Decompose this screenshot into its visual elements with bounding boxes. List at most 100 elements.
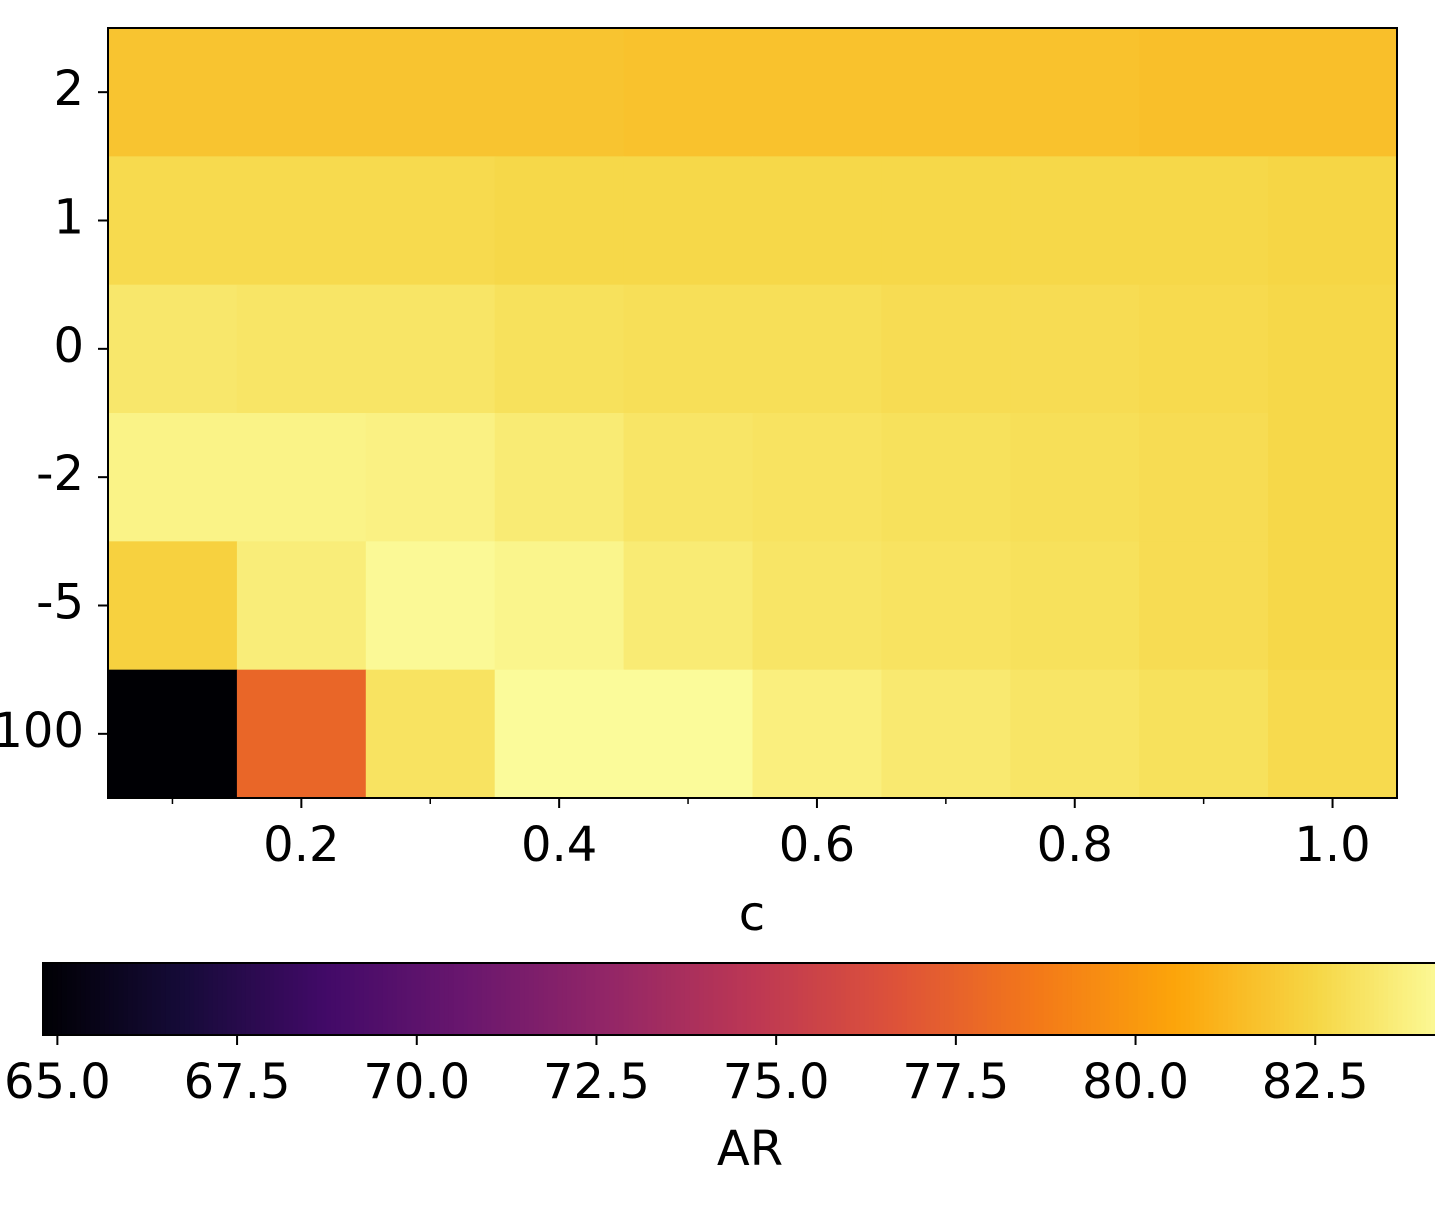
- heatmap-cell: [1268, 28, 1398, 157]
- heatmap-cell: [881, 156, 1011, 286]
- heatmap-cell: [1268, 284, 1398, 414]
- colorbar-swatch: [1199, 963, 1205, 1035]
- colorbar-swatch: [642, 963, 648, 1035]
- colorbar-swatch: [198, 963, 205, 1035]
- colorbar-swatch: [397, 963, 403, 1035]
- colorbar-swatch: [1331, 963, 1337, 1035]
- colorbar-swatch: [552, 963, 559, 1035]
- colorbar-swatch: [1322, 963, 1328, 1035]
- colorbar-swatch: [52, 963, 58, 1035]
- colorbar-swatch: [392, 963, 398, 1035]
- colorbar-swatch: [1359, 963, 1366, 1035]
- colorbar-swatch: [1383, 963, 1389, 1035]
- colorbar-swatch: [812, 963, 818, 1035]
- colorbar-swatch: [1421, 963, 1427, 1035]
- colorbar-swatch: [1307, 963, 1314, 1035]
- heatmap-cell: [752, 413, 882, 542]
- colorbar-swatch: [123, 963, 129, 1035]
- colorbar-swatch: [1038, 963, 1045, 1035]
- heatmap-cell: [881, 28, 1011, 157]
- colorbar-swatch: [746, 963, 752, 1035]
- colorbar-swatch: [406, 963, 412, 1035]
- colorbar-swatch: [1090, 963, 1097, 1035]
- colorbar-swatch: [222, 963, 228, 1035]
- colorbar-swatch: [741, 963, 747, 1035]
- colorbar-swatch: [576, 963, 582, 1035]
- colorbar-swatch: [330, 963, 337, 1035]
- colorbar-swatch: [368, 963, 374, 1035]
- colorbar-swatch: [472, 963, 478, 1035]
- heatmap-cell: [108, 284, 238, 414]
- colorbar-swatch: [194, 963, 200, 1035]
- colorbar-swatch: [434, 963, 441, 1035]
- colorbar-swatch: [345, 963, 351, 1035]
- colorbar-swatch: [859, 963, 865, 1035]
- heatmap-cell: [365, 156, 496, 286]
- heatmap-cell: [752, 28, 882, 157]
- colorbar-swatch: [1345, 963, 1352, 1035]
- heatmap-cell: [752, 669, 882, 799]
- heatmap-cell: [494, 156, 625, 286]
- colorbar-swatch: [170, 963, 176, 1035]
- colorbar-swatch: [869, 963, 875, 1035]
- colorbar-swatch: [208, 963, 214, 1035]
- colorbar-swatch: [1175, 963, 1182, 1035]
- colorbar-swatch: [935, 963, 941, 1035]
- colorbar-swatch: [1213, 963, 1219, 1035]
- colorbar-swatch: [312, 963, 318, 1035]
- colorbar-swatch: [1397, 963, 1403, 1035]
- colorbar-swatch: [146, 963, 153, 1035]
- colorbar-swatch: [411, 963, 417, 1035]
- colorbar-swatch: [142, 963, 148, 1035]
- colorbar-swatch: [529, 963, 535, 1035]
- colorbar-swatch: [1133, 963, 1139, 1035]
- colorbar-swatch: [156, 963, 162, 1035]
- colorbar-swatch: [90, 963, 96, 1035]
- colorbar-swatch: [1430, 963, 1435, 1035]
- colorbar-swatch: [1076, 963, 1082, 1035]
- heatmap-cell: [1010, 28, 1140, 157]
- colorbar-swatch: [316, 963, 323, 1035]
- colorbar-swatch: [297, 963, 304, 1035]
- heatmap-cell: [1139, 669, 1269, 799]
- colorbar-swatch: [1081, 963, 1087, 1035]
- colorbar-swatch: [1218, 963, 1224, 1035]
- colorbar-swatch: [609, 963, 615, 1035]
- colorbar-swatch: [1293, 963, 1300, 1035]
- colorbar-swatch: [43, 963, 49, 1035]
- colorbar-swatch: [1284, 963, 1290, 1035]
- colorbar-swatch: [250, 963, 256, 1035]
- colorbar-swatch: [713, 963, 719, 1035]
- colorbar-swatch: [1100, 963, 1106, 1035]
- colorbar-swatch: [175, 963, 181, 1035]
- colorbar-swatch: [1189, 963, 1196, 1035]
- colorbar-swatch: [179, 963, 186, 1035]
- heatmap-cell: [752, 541, 882, 671]
- colorbar-swatch: [793, 963, 799, 1035]
- colorbar-swatch: [798, 963, 804, 1035]
- colorbar-tick-label: 77.5: [902, 1054, 1009, 1110]
- colorbar-swatch: [1298, 963, 1304, 1035]
- heatmap-cell: [1139, 284, 1269, 414]
- heatmap-cell: [1010, 156, 1140, 286]
- colorbar-swatch: [165, 963, 172, 1035]
- colorbar-swatch: [821, 963, 828, 1035]
- colorbar-swatch: [977, 963, 983, 1035]
- colorbar-swatch: [264, 963, 271, 1035]
- colorbar-swatch: [1369, 963, 1375, 1035]
- colorbar-swatch: [463, 963, 469, 1035]
- colorbar-swatch: [699, 963, 705, 1035]
- colorbar-swatch: [1185, 963, 1191, 1035]
- heatmap-cell: [108, 156, 238, 286]
- colorbar-swatch: [1043, 963, 1049, 1035]
- colorbar-swatch: [732, 963, 738, 1035]
- colorbar-swatch: [245, 963, 252, 1035]
- colorbar-swatch: [1274, 963, 1281, 1035]
- colorbar-swatch: [184, 963, 190, 1035]
- colorbar-swatch: [595, 963, 601, 1035]
- colorbar-swatch: [1204, 963, 1210, 1035]
- colorbar-swatch: [599, 963, 606, 1035]
- heatmap-cell: [236, 156, 367, 286]
- colorbar-swatch: [892, 963, 898, 1035]
- colorbar-swatch: [883, 963, 889, 1035]
